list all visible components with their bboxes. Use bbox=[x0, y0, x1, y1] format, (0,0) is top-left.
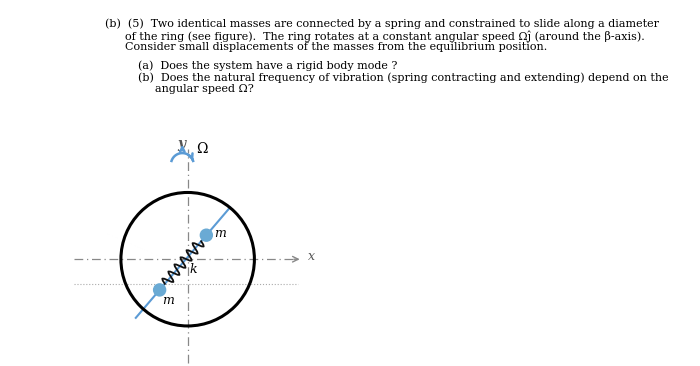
Text: (a)  Does the system have a rigid body mode ?: (a) Does the system have a rigid body mo… bbox=[138, 60, 398, 71]
Text: Ω: Ω bbox=[196, 142, 207, 156]
Text: (b)  (5)  Two identical masses are connected by a spring and constrained to slid: (b) (5) Two identical masses are connect… bbox=[105, 18, 659, 29]
Text: y: y bbox=[177, 137, 185, 151]
Text: Consider small displacements of the masses from the equilibrium position.: Consider small displacements of the mass… bbox=[125, 42, 547, 52]
Text: m: m bbox=[214, 227, 226, 240]
Text: (b)  Does the natural frequency of vibration (spring contracting and extending) : (b) Does the natural frequency of vibrat… bbox=[138, 72, 668, 83]
Circle shape bbox=[153, 284, 166, 296]
Text: k: k bbox=[190, 263, 197, 276]
Circle shape bbox=[200, 229, 212, 241]
Text: x: x bbox=[308, 250, 315, 263]
Text: m: m bbox=[162, 294, 174, 307]
Text: angular speed Ω?: angular speed Ω? bbox=[155, 84, 253, 94]
Text: of the ring (see figure).  The ring rotates at a constant angular speed Ωĵ (arou: of the ring (see figure). The ring rotat… bbox=[125, 30, 645, 41]
